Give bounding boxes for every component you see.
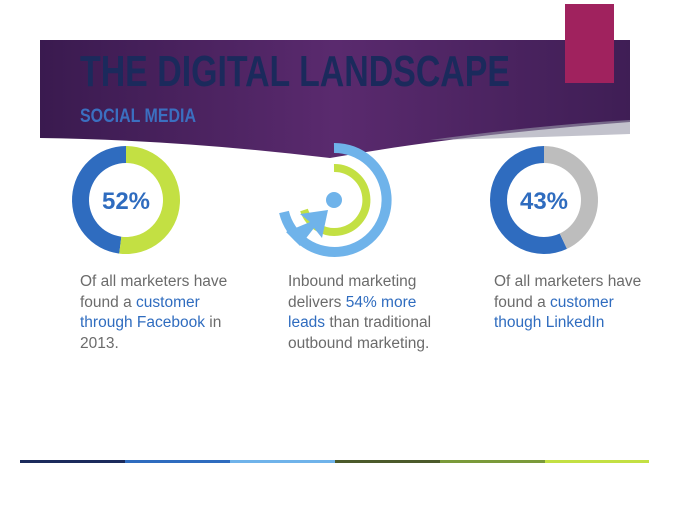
highlight-text: customer through Facebook (80, 293, 205, 332)
text: Inbound marketing delivers (288, 273, 417, 311)
banner-edge (430, 120, 630, 140)
text: Of all marketers have found a (494, 273, 642, 311)
donut-value (119, 146, 180, 254)
banner (40, 40, 630, 158)
donut-label: 52% (102, 188, 150, 215)
subtitle: SOCIAL MEDIA (80, 106, 196, 127)
donut-label: 43% (520, 188, 568, 215)
accent-tab (565, 4, 614, 83)
target-icon (279, 142, 392, 257)
text: than traditional outbound marketing. (288, 314, 432, 352)
description: Of all marketers have found a customer t… (494, 272, 644, 334)
highlight-text: 54% more leads (288, 293, 417, 332)
donut-rest (489, 146, 567, 254)
text: in 2013. (80, 314, 222, 352)
title: THE DIGITAL LANDSCAPE (80, 47, 510, 96)
text: Of all marketers have found a (80, 273, 228, 311)
donut-value (544, 146, 598, 249)
donut-rest (71, 145, 126, 254)
bottom-rule (20, 460, 649, 463)
description: Of all marketers have found a customer t… (80, 272, 230, 354)
highlight-text: customer though LinkedIn (494, 293, 614, 332)
description: Inbound marketing delivers 54% more lead… (288, 272, 438, 354)
